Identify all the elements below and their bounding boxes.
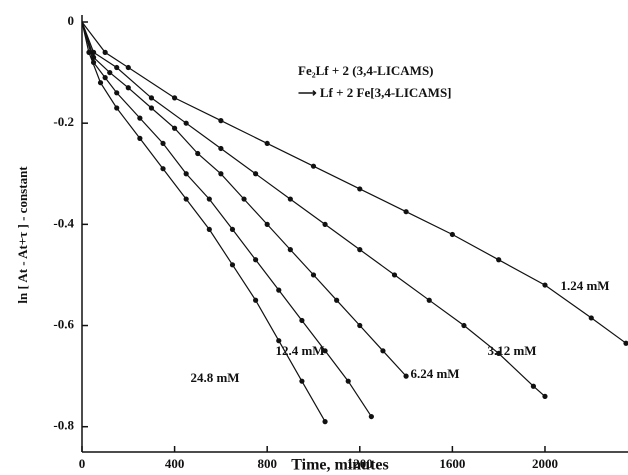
data-point: [206, 226, 212, 233]
annotation: Fe₂Lf + 2 (3,4-LICAMS): [298, 63, 434, 78]
data-point: [114, 105, 120, 111]
data-point: [102, 75, 108, 81]
data-point: [206, 196, 212, 202]
x-tick-label: 0: [79, 456, 86, 471]
data-point: [218, 171, 224, 177]
data-point: [380, 348, 386, 354]
data-point: [496, 257, 502, 263]
x-tick-label: 800: [257, 456, 277, 471]
data-point: [97, 80, 104, 86]
data-point: [588, 315, 594, 321]
data-point: [160, 140, 166, 147]
y-tick-label: -0.8: [53, 418, 74, 433]
data-point: [137, 115, 143, 121]
series-label: 3.12 mM: [487, 343, 536, 358]
data-point: [322, 419, 328, 425]
data-point: [137, 135, 143, 141]
data-point: [530, 383, 537, 389]
data-point: [183, 196, 189, 202]
data-point: [253, 257, 259, 263]
series-line: [81, 21, 546, 397]
data-point: [253, 171, 259, 177]
data-point: [264, 221, 270, 227]
x-tick-label: 1600: [439, 456, 465, 471]
data-point: [114, 64, 120, 71]
data-point: [334, 297, 340, 303]
data-point: [102, 49, 108, 55]
series-line: [81, 21, 407, 377]
data-point: [264, 140, 270, 147]
x-axis-label: Time, minutes: [291, 457, 388, 474]
series-line: [81, 21, 627, 344]
data-point: [310, 163, 317, 169]
data-point: [160, 166, 166, 172]
annotation: ⟶ Lf + 2 Fe[3,4-LICAMS]: [298, 85, 452, 100]
data-point: [623, 340, 628, 346]
data-point: [299, 317, 305, 324]
data-point: [322, 221, 328, 227]
data-point: [218, 145, 224, 152]
data-point: [403, 373, 409, 379]
data-point: [287, 196, 293, 202]
data-point: [276, 287, 282, 293]
data-point: [542, 282, 548, 288]
series-label: 12.4 mM: [275, 343, 324, 358]
x-tick-label: 400: [165, 456, 185, 471]
series-label: 1.24 mM: [560, 278, 609, 293]
y-tick-label: -0.4: [53, 215, 74, 230]
data-point: [287, 247, 293, 253]
series-label: 6.24 mM: [410, 366, 459, 381]
data-point: [276, 338, 282, 344]
data-point: [461, 322, 467, 329]
data-point: [426, 297, 432, 303]
series-label: 24.8 mM: [190, 370, 239, 385]
series-line: [81, 21, 372, 417]
y-tick-label: -0.2: [53, 114, 74, 129]
y-axis-label: ln [ At - At+τ ] - constant: [15, 166, 30, 304]
data-point: [368, 413, 374, 420]
data-point: [171, 95, 178, 101]
data-point: [107, 69, 113, 76]
data-point: [542, 393, 548, 399]
data-point: [114, 90, 120, 96]
data-point: [218, 118, 224, 124]
data-point: [183, 120, 189, 126]
data-point: [357, 247, 363, 253]
data-point: [183, 171, 189, 177]
data-point: [229, 262, 236, 268]
data-point: [357, 186, 363, 192]
data-point: [299, 378, 305, 384]
data-point: [345, 378, 351, 384]
y-tick-label: -0.6: [53, 317, 74, 332]
data-point: [449, 231, 455, 238]
data-point: [195, 150, 201, 157]
data-point: [229, 226, 236, 233]
x-tick-label: 1200: [347, 456, 373, 471]
data-point: [125, 64, 131, 71]
data-point: [148, 95, 155, 101]
data-point: [148, 105, 155, 111]
data-point: [496, 350, 502, 356]
data-point: [253, 297, 259, 303]
x-tick-label: 2000: [532, 456, 558, 471]
data-point: [310, 272, 317, 278]
y-tick-label: 0: [68, 13, 75, 28]
data-point: [322, 348, 328, 354]
series-line: [81, 21, 326, 422]
data-point: [357, 322, 363, 329]
data-point: [403, 209, 409, 215]
data-point: [241, 196, 247, 202]
data-point: [171, 125, 178, 131]
data-point: [391, 272, 398, 278]
data-point: [86, 49, 92, 55]
data-point: [125, 85, 131, 91]
